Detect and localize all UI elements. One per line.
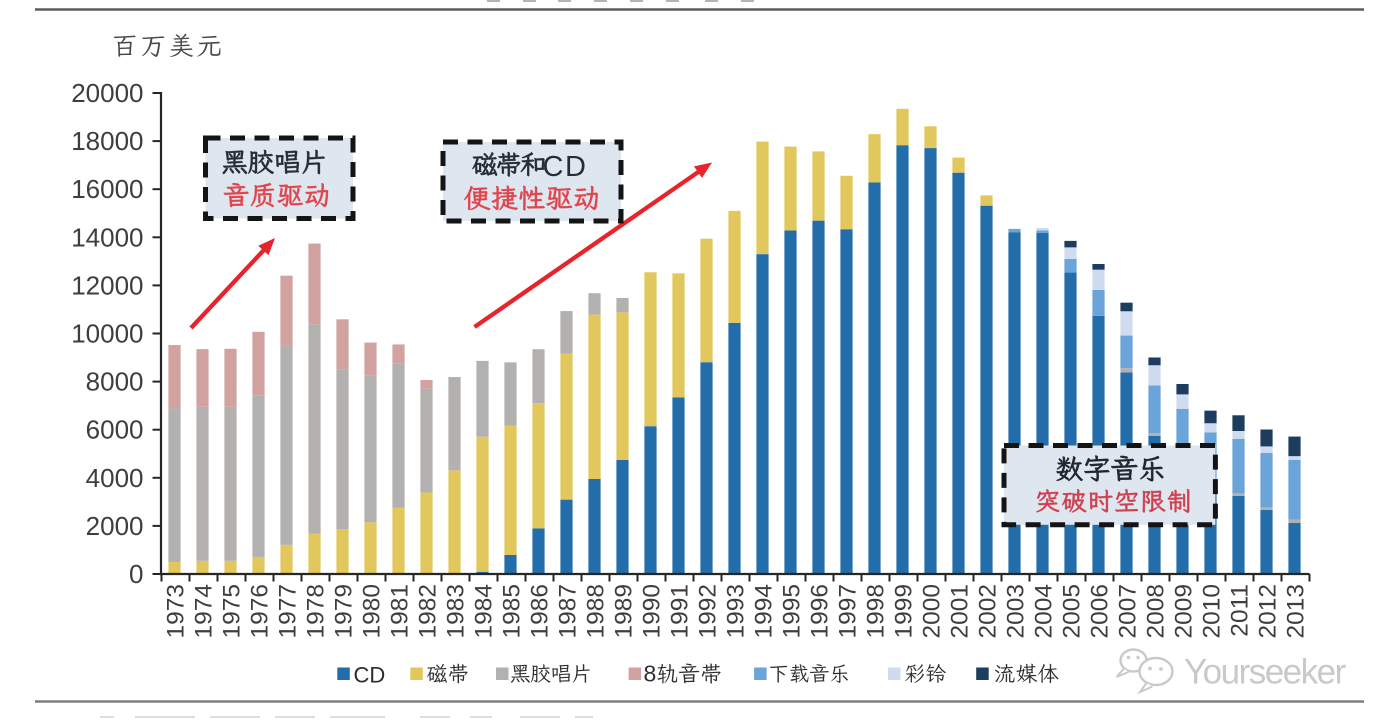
svg-text:1996: 1996 xyxy=(806,584,833,639)
svg-text:1992: 1992 xyxy=(694,584,721,639)
svg-text:Yourseeker: Yourseeker xyxy=(1184,653,1347,692)
svg-text:2007: 2007 xyxy=(1114,584,1141,639)
svg-text:2012: 2012 xyxy=(1254,584,1281,639)
svg-text:2006: 2006 xyxy=(1086,584,1113,639)
svg-text:2000: 2000 xyxy=(918,584,945,639)
svg-text:1995: 1995 xyxy=(778,584,805,639)
svg-text:8: 8 xyxy=(644,661,657,687)
svg-text:8000: 8000 xyxy=(86,367,144,397)
svg-text:12000: 12000 xyxy=(71,270,143,300)
svg-text:14000: 14000 xyxy=(71,222,143,252)
svg-text:1982: 1982 xyxy=(414,584,441,639)
svg-text:1999: 1999 xyxy=(890,584,917,639)
svg-text:CD: CD xyxy=(543,151,588,183)
svg-text:1998: 1998 xyxy=(862,584,889,639)
svg-text:2005: 2005 xyxy=(1058,584,1085,639)
svg-text:CD: CD xyxy=(354,663,386,688)
svg-text:10000: 10000 xyxy=(71,319,143,349)
svg-text:1988: 1988 xyxy=(582,584,609,639)
svg-text:2009: 2009 xyxy=(1170,584,1197,639)
svg-text:1978: 1978 xyxy=(302,584,329,639)
svg-text:1979: 1979 xyxy=(330,584,357,639)
svg-text:1986: 1986 xyxy=(526,584,553,639)
svg-text:2000: 2000 xyxy=(86,511,144,541)
svg-text:1980: 1980 xyxy=(358,584,385,639)
svg-text:1983: 1983 xyxy=(442,584,469,639)
svg-text:16000: 16000 xyxy=(71,174,143,204)
svg-text:1973: 1973 xyxy=(162,584,189,639)
svg-text:1994: 1994 xyxy=(750,584,777,639)
svg-text:2001: 2001 xyxy=(946,584,973,639)
svg-text:20000: 20000 xyxy=(71,78,143,108)
svg-text:1985: 1985 xyxy=(498,584,525,639)
svg-text:1975: 1975 xyxy=(218,584,245,639)
svg-text:2003: 2003 xyxy=(1002,584,1029,639)
svg-text:1989: 1989 xyxy=(610,584,637,639)
svg-text:1997: 1997 xyxy=(834,584,861,639)
svg-text:2002: 2002 xyxy=(974,584,1001,639)
svg-text:1976: 1976 xyxy=(246,584,273,639)
svg-text:2010: 2010 xyxy=(1198,584,1225,639)
svg-text:1987: 1987 xyxy=(554,584,581,639)
svg-text:1991: 1991 xyxy=(666,584,693,639)
svg-text:6000: 6000 xyxy=(86,415,144,445)
svg-text:1984: 1984 xyxy=(470,584,497,639)
svg-text:2004: 2004 xyxy=(1030,584,1057,639)
svg-text:18000: 18000 xyxy=(71,126,143,156)
svg-text:4000: 4000 xyxy=(86,463,144,493)
svg-text:1974: 1974 xyxy=(190,584,217,639)
svg-text:1993: 1993 xyxy=(722,584,749,639)
svg-text:1981: 1981 xyxy=(386,584,413,639)
svg-text:1990: 1990 xyxy=(638,584,665,639)
svg-text:2011: 2011 xyxy=(1226,584,1253,637)
svg-text:2013: 2013 xyxy=(1282,584,1309,639)
svg-text:2008: 2008 xyxy=(1142,584,1169,639)
svg-text:1977: 1977 xyxy=(274,584,301,639)
svg-text:0: 0 xyxy=(129,559,143,589)
